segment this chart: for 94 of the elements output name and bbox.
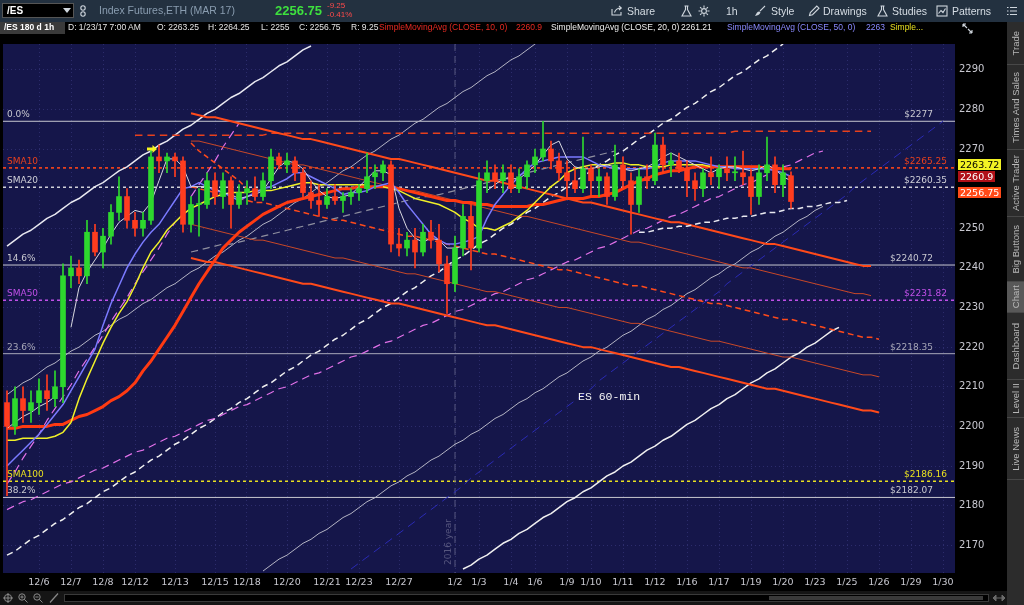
x-tick-label: 12/12	[121, 576, 149, 588]
x-tick-label: 1/2	[447, 576, 463, 588]
x-tick-label: 12/20	[273, 576, 301, 588]
y-tick-label: 2250	[959, 221, 985, 233]
x-tick-label: 1/6	[527, 576, 543, 588]
text: 2263	[866, 22, 885, 32]
x-tick-label: 12/8	[92, 576, 114, 588]
text: -0.41%	[327, 10, 353, 19]
y-tick-label: 2190	[959, 459, 985, 471]
text: Style	[771, 5, 795, 17]
x-tick-label: 12/6	[28, 576, 50, 588]
text: Level II	[1009, 383, 1021, 414]
ref-line-label: $2182.07	[890, 485, 933, 496]
y-tick-label: 2200	[959, 419, 985, 431]
y-tick-label: 2220	[959, 340, 985, 352]
y-tick-label: 2270	[959, 142, 985, 154]
x-tick-label: 1/25	[836, 576, 858, 588]
annotation: SMA50	[7, 288, 39, 299]
x-tick-label: 12/27	[385, 576, 413, 588]
text: Trade	[1009, 30, 1021, 56]
line-series	[190, 150, 616, 253]
text: 2261.21	[681, 22, 712, 32]
x-tick-label: 1/9	[559, 576, 575, 588]
text: Drawings	[823, 5, 867, 17]
annotation: SMA10	[7, 155, 39, 166]
x-tick-label: 12/7	[60, 576, 82, 588]
text: Chart	[1009, 285, 1021, 309]
text: Big Buttons	[1009, 224, 1021, 274]
x-tick-label: 1/3	[471, 576, 487, 588]
y-tick-label: 2210	[959, 380, 985, 392]
text: SimpleMovingAvg (CLOSE, 20, 0)	[551, 22, 680, 32]
y-tick-label: 2240	[959, 261, 985, 273]
text: Times And Sales	[1009, 71, 1021, 143]
ref-line-label: $2231.82	[904, 288, 947, 299]
y-tick-label: 2290	[959, 63, 985, 75]
text: 1h	[726, 5, 738, 17]
text: Dashboard	[1009, 322, 1021, 370]
x-tick-label: 1/30	[932, 576, 954, 588]
text: Share	[627, 5, 656, 17]
chart-title: /ES 180 d 1h	[4, 22, 55, 32]
ref-line-label: $2260.35	[904, 175, 947, 186]
text: Patterns	[952, 5, 992, 17]
annotation: 23.6%	[7, 341, 37, 352]
x-tick-label: 12/23	[345, 576, 373, 588]
annotation: 14.6%	[7, 252, 37, 263]
text: R: 9.25	[351, 22, 379, 32]
x-tick-label: 1/19	[740, 576, 762, 588]
x-tick-label: 1/12	[644, 576, 666, 588]
ref-line-label: $2277	[904, 109, 933, 120]
y-tick-label: 2180	[959, 499, 985, 511]
text: Simple...	[890, 22, 924, 32]
y-tick-label: 2230	[959, 301, 985, 313]
ref-line-label: $2240.72	[890, 252, 933, 263]
text: 2256.75	[958, 187, 1002, 198]
text: 2256.75	[275, 3, 322, 18]
x-tick-label: 1/4	[503, 576, 519, 588]
x-tick-label: 1/23	[804, 576, 826, 588]
text: H: 2264.25	[208, 22, 250, 32]
ref-line-label: $2186.16	[904, 469, 948, 480]
annotation: ES 60-min	[578, 390, 641, 403]
ref-line-label: 2016 year	[442, 518, 453, 565]
text: Studies	[892, 5, 928, 17]
x-tick-label: 12/13	[161, 576, 189, 588]
x-tick-label: 12/15	[201, 576, 229, 588]
x-tick-label: 1/16	[676, 576, 698, 588]
x-tick-label: 1/10	[580, 576, 602, 588]
text: SimpleMovingAvg (CLOSE, 50, 0)	[727, 22, 856, 32]
text: L: 2255	[261, 22, 290, 32]
ref-line-label: $2265.25	[904, 155, 947, 166]
text: O: 2263.25	[157, 22, 200, 32]
x-tick-label: 1/26	[868, 576, 890, 588]
x-tick-label: 12/21	[313, 576, 341, 588]
text: D: 1/23/17 7:00 AM	[68, 22, 141, 32]
text: Active Trader	[1009, 155, 1021, 211]
annotation: SMA20	[7, 175, 39, 186]
x-tick-label: 1/20	[772, 576, 794, 588]
x-tick-label: 12/18	[233, 576, 261, 588]
x-tick-label: 1/17	[708, 576, 730, 588]
ref-line-label: $2218.35	[890, 341, 933, 352]
x-tick-label: 1/29	[900, 576, 922, 588]
x-tick-label: 1/11	[612, 576, 634, 588]
text: Index Futures,ETH (MAR 17)	[99, 4, 235, 16]
text: 2260.9	[516, 22, 542, 32]
text: C: 2256.75	[299, 22, 341, 32]
y-tick-label: 2170	[959, 538, 985, 550]
text: -9.25	[327, 1, 346, 10]
text: 2263.72	[958, 158, 1002, 170]
text: SimpleMovingAvg (CLOSE, 10, 0)	[379, 22, 508, 32]
text: /ES	[7, 5, 24, 16]
y-tick-label: 2280	[959, 102, 985, 114]
line-series	[638, 199, 848, 233]
text: 2260.9	[958, 170, 996, 182]
annotation: 0.0%	[7, 109, 31, 120]
text: Live News	[1009, 426, 1021, 471]
